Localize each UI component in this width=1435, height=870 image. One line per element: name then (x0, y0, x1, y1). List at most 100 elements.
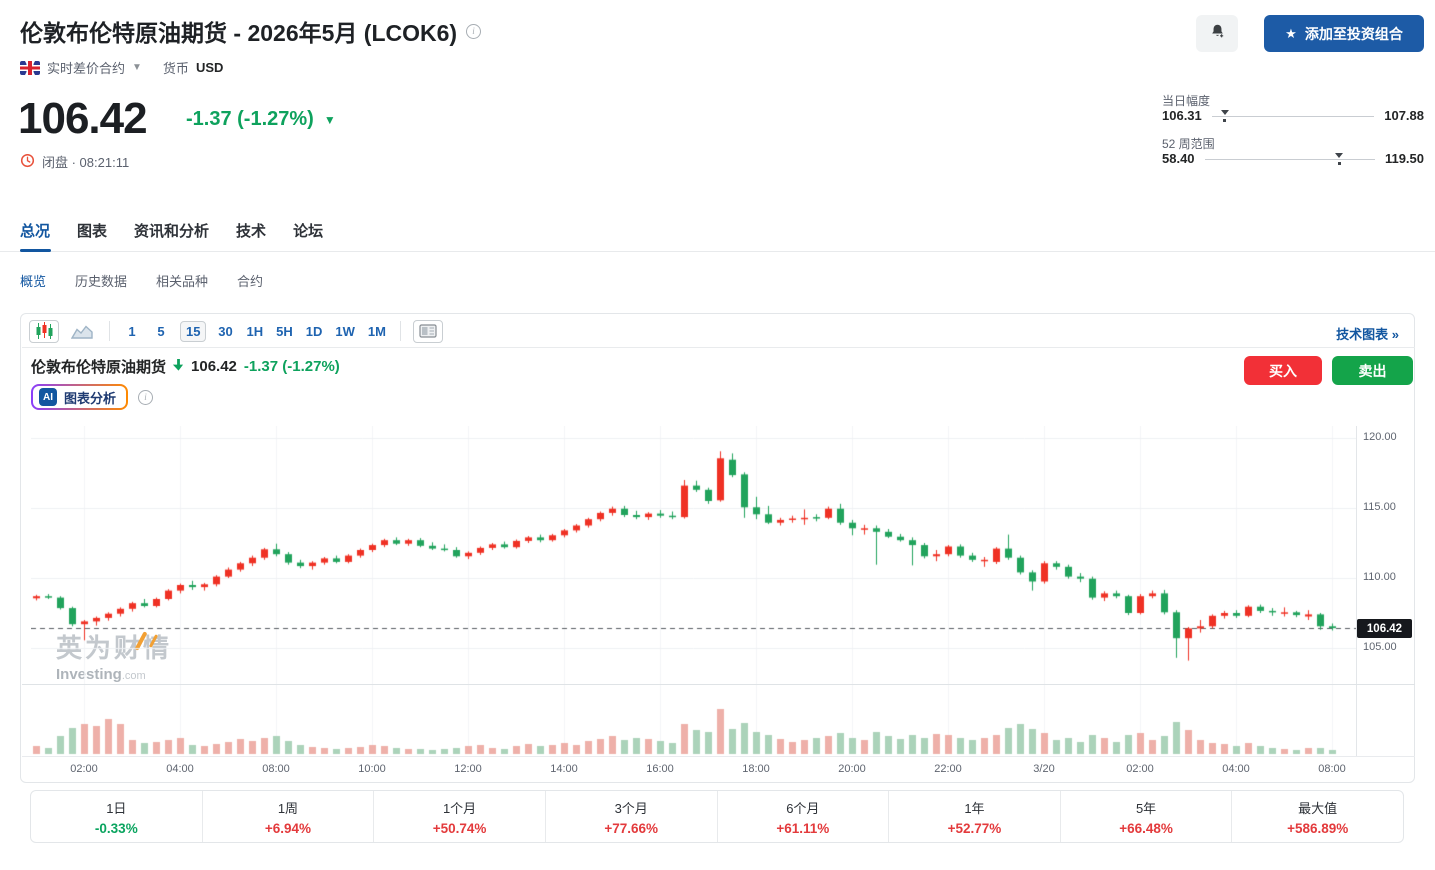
chart-panel: 1 5 15 30 1H 5H 1D 1W 1M 技术图表 » 伦敦布伦特原油期… (20, 313, 1415, 783)
star-icon: ★ (1285, 26, 1297, 41)
interval-button-1h[interactable]: 1H (246, 323, 264, 339)
perf-value-1y: +52.77% (947, 820, 1002, 836)
chart-layout-icon[interactable] (412, 319, 443, 343)
perf-value-1m: +50.74% (432, 820, 487, 836)
tab-overview[interactable]: 总况 (20, 223, 51, 240)
ai-analysis-label: 图表分析 (64, 390, 117, 406)
perf-cell-1y[interactable]: 1年 +52.77% (889, 791, 1061, 842)
day-range-track (1211, 109, 1375, 123)
chevron-down-icon[interactable]: ▼ (132, 62, 142, 73)
day-range-row: 106.31 107.88 (1162, 108, 1424, 123)
instrument-meta-row: 实时差价合约 ▼ 货币 USD (20, 58, 223, 77)
pane-separator (22, 684, 1415, 685)
sell-button[interactable]: 卖出 (1332, 356, 1413, 385)
down-arrow-icon (172, 358, 184, 375)
add-to-portfolio-button[interactable]: ★ 添加至投资组合 (1264, 15, 1424, 52)
chart-price: 106.42 (191, 358, 237, 375)
tabs-divider (0, 251, 1435, 252)
ai-analysis-row: AI 图表分析 i (31, 384, 154, 410)
week52-range-low: 58.40 (1162, 151, 1195, 166)
instrument-type-label[interactable]: 实时差价合约 (47, 61, 126, 76)
interval-button-15[interactable]: 15 (180, 320, 207, 342)
tab-technical[interactable]: 技术 (236, 223, 267, 240)
perf-value-3m: +77.66% (604, 820, 659, 836)
alert-bell-button[interactable] (1196, 15, 1238, 52)
tab-news-analysis[interactable]: 资讯和分析 (134, 223, 210, 240)
area-chart-icon[interactable] (67, 320, 97, 343)
interval-button-1d[interactable]: 1D (305, 323, 323, 339)
market-status-row: 闭盘 · 08:21:11 (20, 152, 129, 171)
main-tabs: 总况 图表 资讯和分析 技术 论坛 (20, 220, 323, 251)
axis-bottom-border (22, 756, 1415, 757)
currency-value: USD (195, 60, 224, 75)
perf-cell-1m[interactable]: 1个月 +50.74% (374, 791, 546, 842)
x-axis-tick-11: 02:00 (1126, 763, 1154, 775)
uk-flag-icon (20, 60, 40, 75)
price-change: -1.37 (-1.27%) ▼ (186, 108, 336, 131)
current-price: 106.42 (18, 94, 148, 143)
perf-cell-6m[interactable]: 6个月 +61.11% (718, 791, 890, 842)
day-range-label: 当日幅度 (1162, 94, 1211, 108)
perf-value-5y: +66.48% (1119, 820, 1173, 836)
x-axis-tick-7: 18:00 (742, 763, 770, 775)
week52-range-label: 52 周范围 (1162, 137, 1215, 151)
x-axis-tick-2: 08:00 (262, 763, 290, 775)
toolbar-divider-2 (399, 321, 401, 341)
x-axis-tick-1: 04:00 (166, 763, 194, 775)
perf-cell-5y[interactable]: 5年 +66.48% (1061, 791, 1233, 842)
title-row: 伦敦布伦特原油期货 - 2026年5月 (LCOK6) i (20, 14, 482, 48)
price-change-value: -1.37 (-1.27%) (186, 108, 314, 130)
interval-button-1w[interactable]: 1W (335, 323, 355, 339)
subtab-contracts[interactable]: 合约 (237, 274, 264, 289)
performance-table: 1日 -0.33% 1周 +6.94% 1个月 +50.74% 3个月 +77.… (30, 790, 1404, 843)
currency-label: 货币 (162, 61, 189, 76)
tab-forum[interactable]: 论坛 (293, 223, 324, 240)
clock-icon (20, 153, 35, 171)
y-axis-tick-120: 120.00 (1363, 431, 1397, 443)
chart-instrument-name: 伦敦布伦特原油期货 (31, 359, 167, 376)
ai-chart-analysis-button[interactable]: AI 图表分析 (31, 384, 128, 410)
x-axis-tick-10: 3/20 (1033, 763, 1055, 775)
page-title: 伦敦布伦特原油期货 - 2026年5月 (LCOK6) (20, 20, 458, 46)
y-axis-tick-115: 115.00 (1363, 501, 1396, 513)
ai-badge-icon: AI (39, 388, 57, 406)
buy-button[interactable]: 买入 (1244, 356, 1322, 385)
market-status-text: 闭盘 · 08:21:11 (42, 155, 130, 170)
chart-instrument-row: 伦敦布伦特原油期货 106.42 -1.37 (-1.27%) (31, 356, 340, 377)
x-axis-tick-4: 12:00 (454, 763, 482, 775)
subtab-related-instruments[interactable]: 相关品种 (156, 274, 209, 289)
interval-button-30[interactable]: 30 (218, 323, 233, 339)
price-chart-canvas[interactable] (31, 426, 1356, 756)
interval-button-5[interactable]: 5 (157, 323, 165, 339)
day-range-marker (1220, 109, 1229, 123)
perf-cell-3m[interactable]: 3个月 +77.66% (546, 791, 718, 842)
week52-range-marker (1335, 152, 1344, 166)
perf-cell-max[interactable]: 最大值 +586.89% (1287, 800, 1349, 836)
x-axis-tick-12: 04:00 (1222, 763, 1250, 775)
x-axis-tick-13: 08:00 (1318, 763, 1346, 775)
subtab-historical-data[interactable]: 历史数据 (75, 274, 128, 289)
x-axis-tick-8: 20:00 (838, 763, 866, 775)
perf-cell-1w[interactable]: 1周 +6.94% (203, 791, 375, 842)
title-info-icon[interactable]: i (466, 23, 482, 39)
tab-chart[interactable]: 图表 (77, 223, 108, 240)
week52-range-track (1204, 152, 1375, 166)
x-axis-tick-6: 16:00 (646, 763, 674, 775)
add-to-portfolio-label: 添加至投资组合 (1304, 25, 1403, 42)
interval-button-1[interactable]: 1 (128, 323, 136, 339)
y-axis-tick-110: 110.00 (1363, 571, 1396, 583)
subtab-overview[interactable]: 概览 (20, 274, 47, 289)
interval-button-1m[interactable]: 1M (367, 323, 386, 339)
perf-value-6m: +61.11% (776, 820, 830, 836)
week52-range-high: 119.50 (1384, 151, 1424, 166)
technical-chart-link[interactable]: 技术图表 » (1336, 327, 1399, 342)
ai-info-icon[interactable]: i (138, 389, 154, 405)
chart-toolbar: 1 5 15 30 1H 5H 1D 1W 1M 技术图表 » (22, 315, 1415, 348)
x-axis-tick-9: 22:00 (934, 763, 962, 775)
candlestick-chart-icon[interactable] (29, 319, 59, 343)
y-axis-tick-105: 105.00 (1363, 641, 1397, 653)
last-price-tag: 106.42 (1357, 619, 1412, 638)
perf-cell-1d[interactable]: 1日 -0.33% (31, 791, 203, 842)
interval-button-5h[interactable]: 5H (276, 323, 293, 339)
